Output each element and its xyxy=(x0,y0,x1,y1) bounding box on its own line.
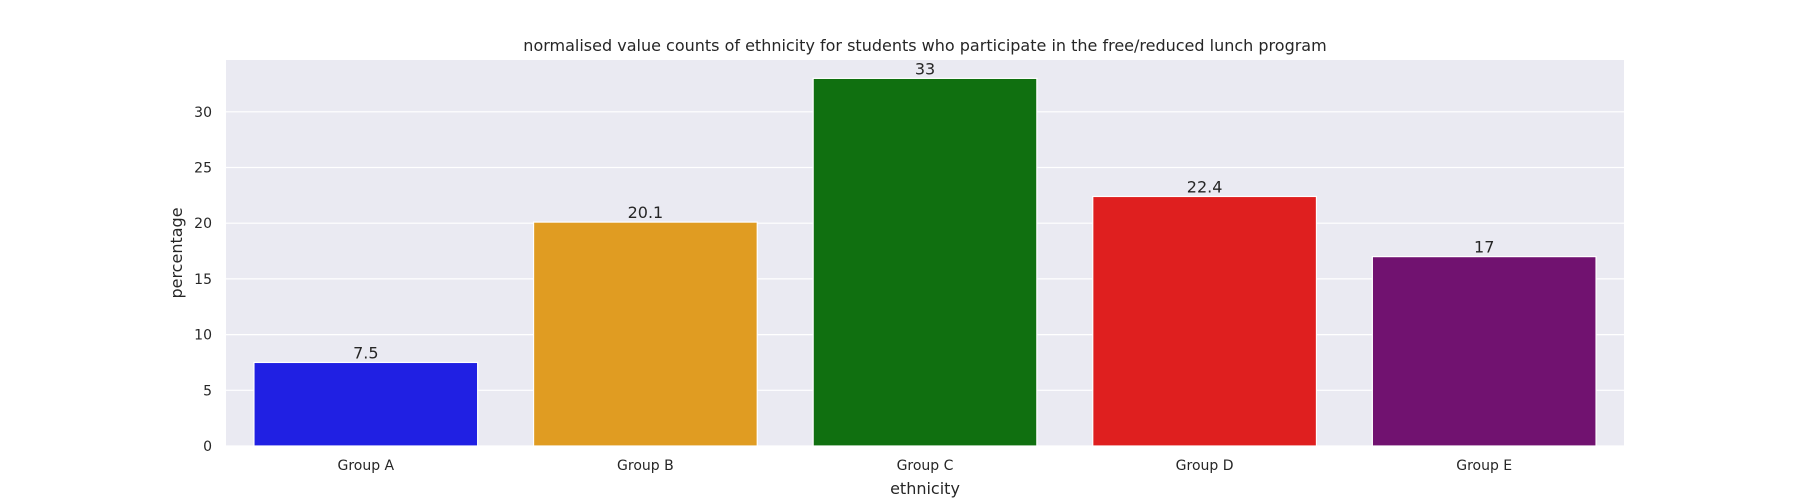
bars xyxy=(253,77,1597,447)
bar-value-label: 22.4 xyxy=(1187,177,1223,196)
bar-value-label: 17 xyxy=(1474,238,1494,257)
bar-group-b xyxy=(532,221,758,447)
y-tick-label: 10 xyxy=(194,328,212,344)
x-tick-label: Group E xyxy=(1456,458,1512,474)
y-tick-label: 30 xyxy=(194,105,212,121)
y-tick-label: 25 xyxy=(194,161,212,177)
y-tick-label: 15 xyxy=(194,272,212,288)
y-tick-label: 5 xyxy=(203,383,212,399)
y-tick-label: 0 xyxy=(203,439,212,455)
x-tick-label: Group D xyxy=(1176,458,1234,474)
x-tick-label: Group C xyxy=(897,458,954,474)
bar-value-label: 33 xyxy=(915,59,935,78)
x-tick-label: Group A xyxy=(337,458,394,474)
bar-value-labels: 7.5 20.1 33 22.4 17 xyxy=(353,59,1494,362)
y-axis-label: percentage xyxy=(167,207,186,298)
y-axis-ticks: 0 5 10 15 20 25 30 xyxy=(194,105,212,455)
x-tick-label: Group B xyxy=(617,458,674,474)
bar-group-a xyxy=(253,361,479,447)
x-axis-label: ethnicity xyxy=(890,479,960,498)
bar-group-c xyxy=(812,77,1038,447)
y-tick-label: 20 xyxy=(194,216,212,232)
bar-group-d xyxy=(1092,195,1318,447)
chart-title: normalised value counts of ethnicity for… xyxy=(523,36,1326,55)
bar-group-e xyxy=(1371,256,1597,447)
bar-value-label: 20.1 xyxy=(628,203,664,222)
bar-value-label: 7.5 xyxy=(353,343,378,362)
x-axis-ticks: Group A Group B Group C Group D Group E xyxy=(337,458,1512,474)
